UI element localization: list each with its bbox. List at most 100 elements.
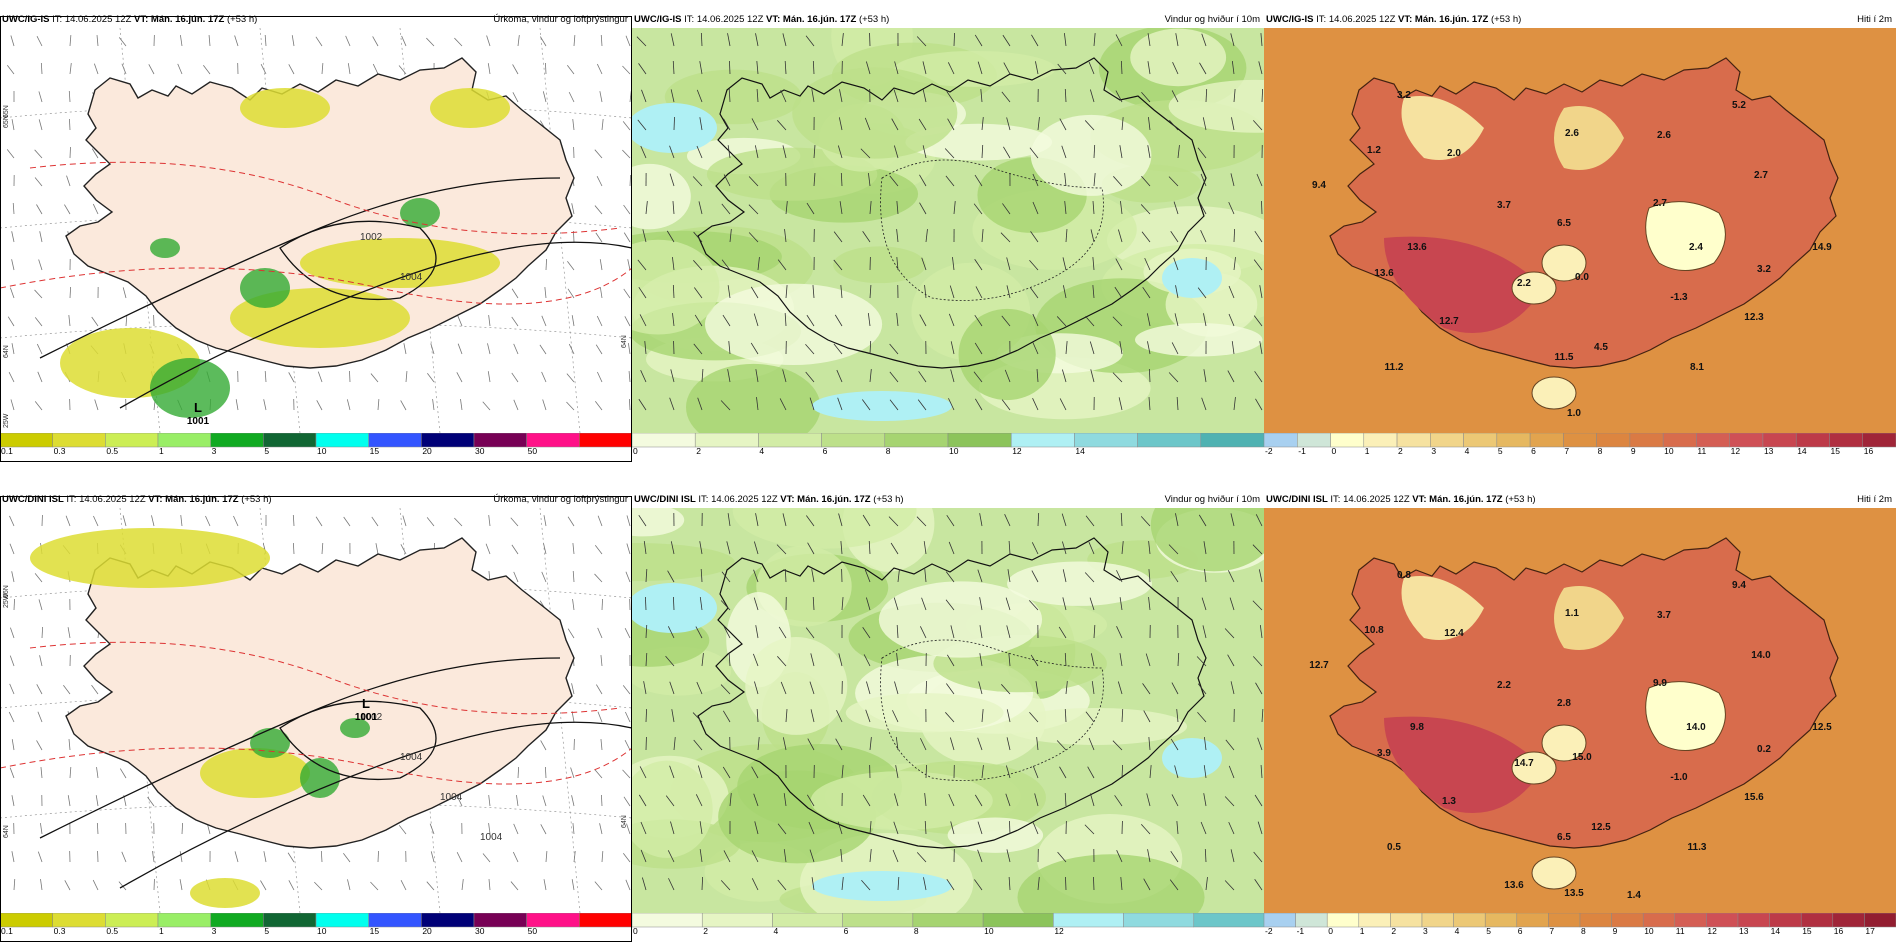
- wind-arrow: [1121, 764, 1123, 779]
- colorbar-tick-label: 8: [1581, 926, 1586, 935]
- wind-arrow: [805, 343, 815, 355]
- wind-arrow: [347, 879, 351, 891]
- wind-arrow: [345, 35, 351, 47]
- wind-arrow: [807, 738, 815, 751]
- wind-arrow: [1199, 202, 1207, 215]
- wind-arrow: [1170, 850, 1179, 863]
- wind-arrow: [314, 881, 323, 891]
- wind-arrow: [777, 879, 787, 891]
- wind-arrow: [835, 738, 843, 751]
- temperature-label: 13.5: [1564, 888, 1584, 899]
- wind-arrow: [39, 655, 43, 667]
- precip-colorbar: 0.1 0.3 0.5 1 3 5 10 15 20 30 50: [0, 433, 632, 455]
- wind-arrow: [1173, 201, 1179, 215]
- wind-arrow: [701, 369, 704, 383]
- colorbar-tick-label: 5: [1486, 926, 1491, 935]
- colorbar-tick-label: 0.3: [54, 926, 66, 935]
- wind-arrow: [750, 286, 759, 299]
- wind-arrow: [1084, 120, 1095, 131]
- wind-arrow: [1059, 398, 1067, 411]
- temperature-label: 11.5: [1555, 352, 1574, 363]
- colorbar-swatch: [1629, 433, 1664, 448]
- wind-arrow: [1203, 313, 1207, 327]
- model-name: UWC/DINI ISL: [1266, 494, 1328, 505]
- vt-label: VT:: [766, 14, 781, 25]
- wind-arrow: [1120, 201, 1123, 215]
- wind-arrow: [889, 399, 899, 411]
- wind-arrow: [1205, 88, 1208, 103]
- wind-arrow: [1090, 229, 1095, 243]
- wind-arrow: [699, 597, 703, 611]
- wind-arrow: [513, 343, 519, 355]
- wind-arrow: [1177, 145, 1180, 159]
- wind-arrow: [805, 627, 815, 639]
- wind-arrow: [924, 285, 927, 299]
- wind-arrow: [897, 569, 900, 583]
- wind-arrow: [946, 683, 955, 695]
- colorbar-tick-label: 2: [703, 926, 708, 935]
- wind-arrow: [628, 371, 631, 383]
- colorbar-swatch: [1264, 913, 1296, 928]
- wind-arrow: [1031, 570, 1039, 583]
- wind-arrow: [720, 684, 731, 695]
- wind-arrow: [629, 174, 632, 187]
- wind-arrow: [400, 880, 407, 891]
- wind-arrow: [1259, 625, 1263, 639]
- wind-arrow: [264, 371, 267, 383]
- wind-arrow: [573, 851, 576, 863]
- wind-arrow: [1036, 369, 1039, 383]
- wind-arrow: [722, 710, 731, 723]
- wind-arrow: [461, 879, 464, 891]
- colorbar-swatch: [821, 433, 886, 448]
- wind-arrow: [1001, 315, 1011, 327]
- wind-arrow: [673, 737, 676, 751]
- wind-arrow: [346, 399, 351, 411]
- wind-arrow: [670, 541, 675, 555]
- wind-arrow: [784, 568, 787, 583]
- low-letter: L: [194, 400, 202, 415]
- wind-arrow: [291, 35, 295, 47]
- colorbar-tick-label: 3: [1423, 926, 1428, 935]
- wind-arrow: [893, 89, 899, 103]
- wind-arrow: [1112, 316, 1123, 327]
- wind-arrow: [125, 315, 128, 327]
- wind-arrow: [813, 145, 816, 159]
- wind-arrow: [1143, 710, 1151, 723]
- temperature-label: 15.6: [1744, 792, 1764, 803]
- wind-arrow: [1141, 91, 1151, 103]
- colorbar-swatch: [1696, 433, 1730, 448]
- wind-arrow: [840, 849, 843, 863]
- wind-arrow: [946, 654, 955, 667]
- wind-arrow: [841, 765, 844, 779]
- wind-arrow: [729, 793, 732, 807]
- colorbar-swatch: [263, 433, 317, 448]
- temperature-label: 15.0: [1572, 752, 1592, 763]
- colorbar-swatch: [0, 913, 53, 928]
- wind-arrow: [643, 541, 647, 555]
- wind-arrow: [696, 89, 703, 103]
- it-value: 14.06.2025 12Z: [711, 494, 778, 505]
- colorbar-swatch: [421, 913, 475, 928]
- wind-arrow: [945, 571, 955, 583]
- wind-arrow: [865, 709, 871, 723]
- wind-arrow: [640, 369, 647, 383]
- wind-arrow: [596, 315, 603, 327]
- wind-arrow: [321, 542, 324, 555]
- wind-arrow: [1009, 820, 1011, 835]
- wind-arrow: [1088, 61, 1095, 75]
- wind-arrow: [1254, 371, 1263, 383]
- wind-arrow: [121, 851, 127, 863]
- wind-arrow: [92, 879, 99, 891]
- temperature-label: 1.4: [1627, 890, 1641, 901]
- wind-arrow: [1092, 285, 1095, 299]
- colorbar-swatch: [1579, 913, 1612, 928]
- wind-arrow: [888, 516, 899, 527]
- colorbar-swatch: [1762, 433, 1797, 448]
- wind-arrow: [601, 794, 603, 807]
- wind-arrow: [919, 314, 927, 327]
- wind-arrow: [622, 769, 631, 779]
- wind-arrow: [640, 821, 647, 835]
- wind-arrow: [924, 793, 927, 807]
- wind-arrow: [1259, 285, 1263, 299]
